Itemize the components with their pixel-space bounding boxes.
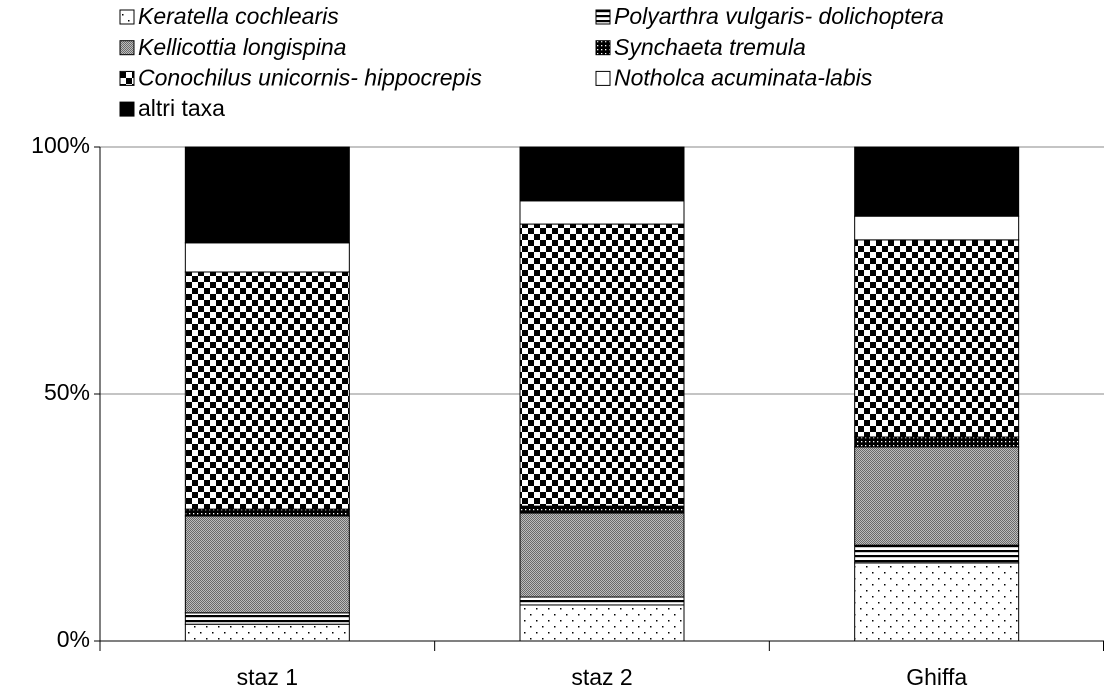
legend-label: altri taxa — [138, 95, 225, 121]
bar-segment — [184, 242, 350, 273]
bar-segment — [854, 562, 1020, 642]
legend-swatch — [119, 40, 135, 56]
bar-segment — [854, 146, 1020, 217]
bar-segment — [184, 146, 350, 244]
bar-segment — [519, 604, 685, 642]
bar-segment — [519, 146, 685, 202]
bar-segment — [854, 239, 1020, 438]
legend-label: Synchaeta tremula — [614, 34, 806, 60]
bar-segment — [854, 544, 1020, 564]
bar-segment — [519, 505, 685, 514]
legend-label: Notholca acuminata-labis — [614, 64, 873, 90]
legend-swatch — [119, 70, 135, 86]
x-tick-label: staz 2 — [571, 664, 632, 690]
bar-segment — [184, 623, 350, 642]
bar-segment — [519, 512, 685, 598]
y-tick-label: 100% — [31, 132, 90, 158]
legend-label: Kellicottia longispina — [138, 34, 346, 60]
x-tick-label: staz 1 — [237, 664, 298, 690]
legend-label: Conochilus unicornis- hippocrepis — [138, 64, 482, 90]
legend-swatch — [595, 40, 611, 56]
x-tick-label: Ghiffa — [906, 664, 967, 690]
legend-swatch — [595, 9, 611, 25]
bar-segment — [519, 596, 685, 606]
bar-segment — [519, 223, 685, 507]
bar-segment — [854, 436, 1020, 448]
legend-swatch — [119, 101, 135, 117]
legend-label: Keratella cochlearis — [138, 3, 339, 29]
legend-label: Polyarthra vulgaris- dolichoptera — [614, 3, 944, 29]
bar-segment — [519, 200, 685, 225]
bar-segment — [184, 612, 350, 625]
legend-swatch — [119, 9, 135, 25]
bar-segment — [854, 215, 1020, 241]
y-tick-label: 0% — [57, 626, 90, 652]
bar-segment — [184, 508, 350, 517]
bar-segment — [184, 271, 350, 510]
bar-segment — [184, 515, 350, 614]
bar-segment — [854, 446, 1020, 546]
legend-swatch — [595, 70, 611, 86]
y-tick-label: 50% — [44, 379, 90, 405]
